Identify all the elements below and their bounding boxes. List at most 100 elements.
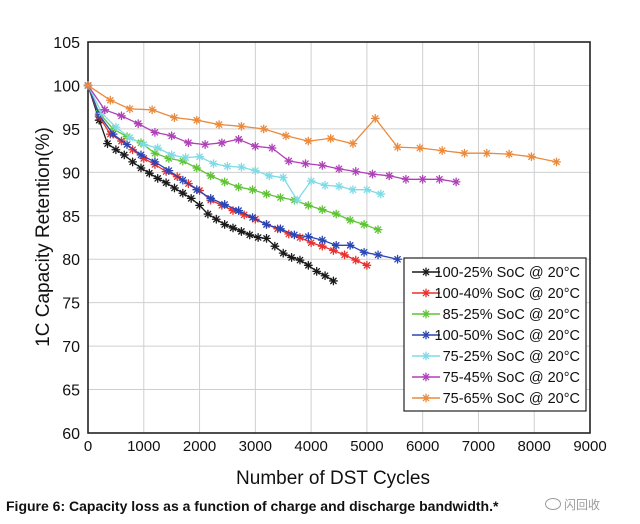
data-point <box>262 220 271 229</box>
data-point <box>211 214 221 224</box>
data-point <box>245 230 255 240</box>
data-point <box>434 174 444 184</box>
data-point <box>526 152 536 162</box>
data-point <box>301 159 310 169</box>
data-point <box>373 250 383 260</box>
data-point <box>100 105 110 115</box>
x-tick-label: 3000 <box>239 438 272 455</box>
legend-swatch-marker <box>421 330 431 340</box>
data-point <box>320 180 330 190</box>
data-point <box>552 157 561 167</box>
data-point <box>362 260 372 270</box>
y-tick-label: 60 <box>62 426 80 443</box>
data-point <box>345 240 355 250</box>
data-point <box>150 157 160 167</box>
data-point <box>328 276 338 286</box>
x-tick-label: 5000 <box>350 438 383 455</box>
y-tick-label: 90 <box>62 165 80 182</box>
data-point <box>418 174 428 184</box>
data-point <box>206 193 216 203</box>
legend-swatch-marker <box>421 393 431 403</box>
data-point <box>334 181 344 191</box>
data-point <box>144 168 154 178</box>
chart: 0 1000 2000 3000 4000 5000 6000 7000 8000 9000 60 6… <box>33 35 607 489</box>
data-point <box>105 95 115 105</box>
data-point <box>153 173 163 183</box>
legend-swatch-marker <box>421 351 431 361</box>
data-point <box>253 233 263 242</box>
legend: 100-25% SoC @ 20°C 100-40% SoC @ 20°C 85-2… <box>403 257 587 412</box>
data-point <box>125 104 135 114</box>
series-5 <box>83 80 386 205</box>
data-point <box>303 200 313 210</box>
data-point <box>200 140 210 149</box>
data-point <box>183 138 193 148</box>
x-tick-label: 0 <box>84 438 92 455</box>
data-point <box>317 160 327 170</box>
data-point <box>362 185 372 195</box>
data-point <box>83 80 93 90</box>
data-point <box>117 111 126 121</box>
y-tick-label: 105 <box>53 35 80 52</box>
data-point <box>504 149 514 159</box>
data-point <box>122 140 132 149</box>
data-point <box>170 183 179 193</box>
data-point <box>264 171 274 181</box>
legend-label: 85-25% SoC @ 20°C <box>443 307 580 323</box>
data-point <box>270 241 280 251</box>
data-point <box>248 213 257 222</box>
legend-entry: 85-25% SoC @ 20°C <box>412 307 580 323</box>
data-point <box>125 133 135 143</box>
data-point <box>186 193 196 203</box>
data-point <box>209 159 218 169</box>
data-point <box>289 230 299 240</box>
data-point <box>234 134 244 144</box>
data-point <box>393 142 403 152</box>
data-point <box>150 148 160 158</box>
data-point <box>284 156 294 166</box>
data-point <box>331 240 341 250</box>
y-tick-label: 95 <box>62 122 80 139</box>
data-point <box>236 162 246 172</box>
legend-label: 75-25% SoC @ 20°C <box>443 349 580 365</box>
data-point <box>292 195 302 205</box>
series-6 <box>83 80 461 187</box>
watermark-icon <box>545 498 561 510</box>
x-tick-label: 1000 <box>127 438 160 455</box>
data-point <box>178 188 188 198</box>
legend-swatch-marker <box>421 309 431 319</box>
data-point <box>259 124 269 134</box>
figure-caption: Figure 6: Capacity loss as a function of… <box>6 498 499 514</box>
data-point <box>351 255 361 265</box>
data-point <box>119 150 129 160</box>
legend-entry: 100-40% SoC @ 20°C <box>412 286 580 302</box>
data-point <box>181 153 191 163</box>
data-point <box>136 150 146 160</box>
x-tick-label: 8000 <box>518 438 551 455</box>
x-tick-label: 7000 <box>462 438 495 455</box>
y-tick-label: 100 <box>53 78 80 95</box>
axis-ticks: 0 1000 2000 3000 4000 5000 6000 7000 8000 9000 60 6… <box>53 35 606 455</box>
data-point <box>234 206 244 216</box>
data-point <box>340 250 350 260</box>
data-point <box>236 226 246 236</box>
watermark: 闪回收 <box>545 496 600 513</box>
data-point <box>460 148 469 158</box>
data-point <box>139 140 149 149</box>
data-point <box>303 136 313 146</box>
data-point <box>111 122 121 132</box>
data-point <box>170 113 179 123</box>
data-point <box>192 115 202 125</box>
data-point <box>136 163 146 173</box>
legend-swatch-marker <box>421 372 431 382</box>
data-point <box>303 260 313 270</box>
data-point <box>220 177 230 187</box>
data-point <box>220 200 230 209</box>
data-point <box>275 224 285 234</box>
y-tick-label: 65 <box>62 383 80 400</box>
data-point <box>133 119 143 129</box>
data-point <box>437 146 447 156</box>
data-point <box>150 127 160 137</box>
data-point <box>415 143 425 153</box>
x-tick-label: 2000 <box>183 438 216 455</box>
